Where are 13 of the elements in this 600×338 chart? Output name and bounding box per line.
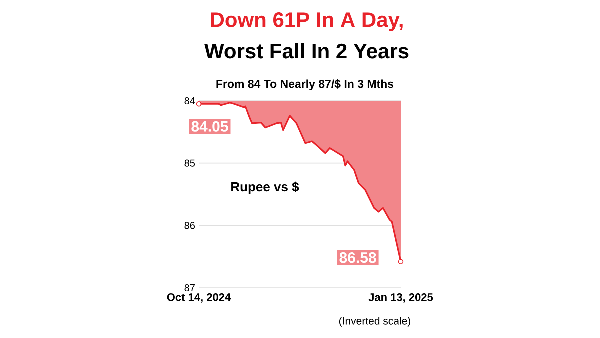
x-tick-label: Jan 13, 2025: [368, 294, 434, 303]
annotation: Rupee vs $: [232, 182, 300, 194]
y-tick-label: 86: [184, 222, 196, 230]
y-tick-label: 84: [184, 97, 196, 105]
y-tick-label: 87: [184, 284, 195, 292]
data-label: 84.05: [192, 121, 228, 132]
text: From 84 To Nearly 87/$ In 3 Mths: [216, 80, 394, 90]
chart-subtitle: Worst Fall In 2 Years: [204, 43, 409, 59]
data-label: 86.58: [340, 252, 376, 264]
x-tick-label: Oct 14, 2024: [167, 294, 232, 303]
text: (Inverted scale): [339, 317, 411, 327]
y-tick-label: 85: [184, 160, 196, 167]
chart-title: Down 61P In A Day,: [211, 12, 403, 32]
